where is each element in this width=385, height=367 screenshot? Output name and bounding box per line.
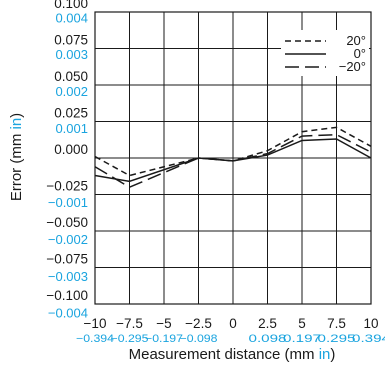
series-lines: [94, 126, 372, 189]
y-tick-label-mm: −0.050: [46, 215, 88, 230]
x-tick-label-in: 0.295: [318, 333, 356, 345]
y-tick-label-in: 0.002: [55, 84, 88, 99]
series-line: [94, 133, 372, 189]
y-tick-label-in: −0.001: [48, 195, 88, 210]
y-tick-label-in: −0.002: [48, 232, 88, 247]
x-axis-label-unit: in: [319, 346, 331, 363]
y-tick-label-mm: 0.050: [54, 69, 88, 84]
y-tick-label-in: 0.003: [55, 47, 88, 62]
legend-label: −20°: [339, 59, 366, 74]
y-tick-label-mm: −0.100: [46, 288, 88, 303]
x-tick-label-mm: 5: [298, 316, 306, 331]
legend-background: [281, 30, 369, 76]
y-tick-label-mm: 0.100: [54, 0, 88, 11]
x-tick-label-in: −0.394: [76, 333, 114, 345]
y-axis-ticks: 0.100 0.075 0.050 0.025 0.000 −0.025 −0.050 −0.…: [46, 0, 88, 321]
legend-label: 0°: [354, 46, 366, 61]
y-tick-label-in: −0.003: [48, 269, 88, 284]
plot-frame: [94, 11, 372, 305]
plot-border: [94, 11, 372, 305]
y-axis-label: Error (mm in): [8, 113, 25, 201]
series-line: [94, 126, 372, 177]
x-tick-label-in: −0.197: [145, 333, 183, 345]
x-tick-label-in: 0.197: [283, 333, 321, 345]
y-tick-label-in: 0.001: [55, 121, 88, 136]
y-tick-label-mm: −0.025: [46, 179, 88, 194]
x-tick-label-in: 0.394: [352, 333, 385, 345]
x-tick-label-in: −0.098: [180, 333, 218, 345]
legend: 20°0°−20°: [281, 30, 369, 76]
y-tick-label-mm: 0.075: [54, 33, 88, 48]
x-tick-label-in: 0.098: [249, 333, 287, 345]
x-tick-label-mm: 2.5: [258, 316, 277, 331]
x-tick-label-mm: 7.5: [327, 316, 346, 331]
x-tick-label-mm: 10: [363, 316, 378, 331]
y-tick-label-in: −0.004: [48, 306, 88, 321]
x-tick-label-mm: 0: [229, 316, 237, 331]
x-tick-label-in: −0.295: [111, 333, 149, 345]
x-tick-label-mm: −5: [156, 316, 171, 331]
x-tick-label-mm: −2.5: [185, 316, 212, 331]
x-axis-label: Measurement distance (mm in): [129, 346, 336, 363]
x-axis-ticks: −10 −0.394−7.5 −0.295 −5 −0.197−2.5 −0.098 0 2.…: [76, 316, 385, 345]
x-tick-label-mm: −7.5: [116, 316, 143, 331]
legend-label: 20°: [346, 33, 366, 48]
y-tick-label-mm: −0.075: [46, 252, 88, 267]
x-tick-label-mm: −10: [84, 316, 107, 331]
y-tick-label-mm: 0.025: [54, 106, 88, 121]
y-axis-label-unit: in: [8, 118, 25, 130]
y-tick-label-mm: 0.000: [54, 142, 88, 157]
y-tick-label-in: 0.004: [55, 10, 88, 25]
